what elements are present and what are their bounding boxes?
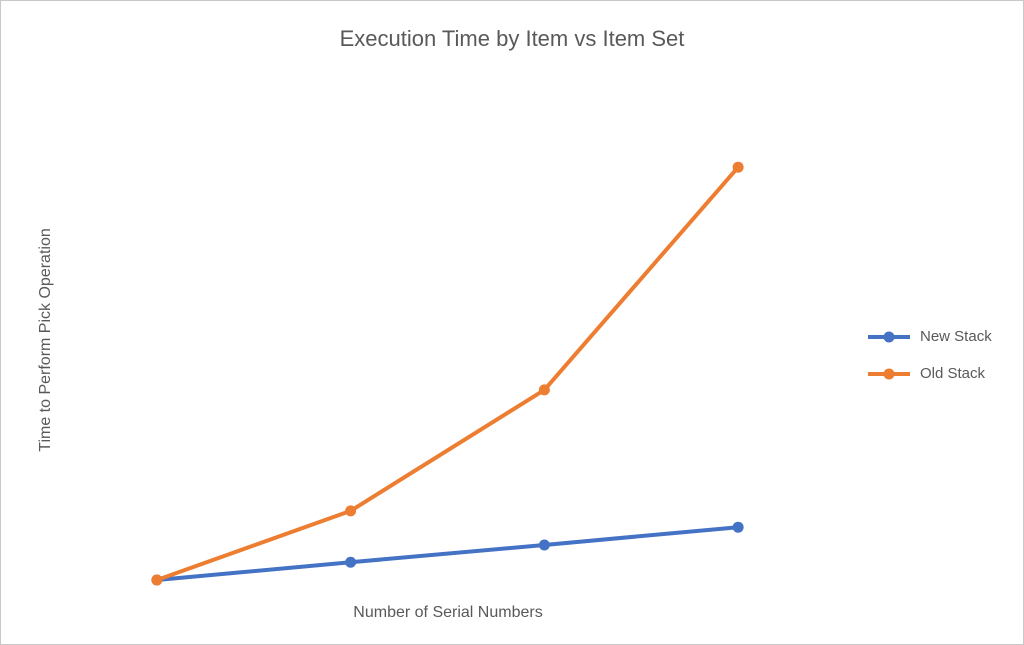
series-line	[156, 165, 740, 582]
legend-label: Old Stack	[920, 365, 986, 382]
chart-title: Execution Time by Item vs Item Set	[340, 26, 685, 51]
x-axis-label: Number of Serial Numbers	[353, 604, 542, 621]
legend-label: New Stack	[920, 328, 992, 345]
data-point	[732, 521, 744, 533]
series-line	[156, 525, 739, 582]
data-point	[538, 384, 550, 396]
data-point	[538, 539, 550, 551]
y-axis-label: Time to Perform Pick Operation	[37, 228, 54, 451]
data-point	[151, 574, 163, 586]
legend-marker	[883, 368, 895, 380]
data-point	[345, 556, 357, 568]
legend-marker	[883, 331, 895, 343]
data-point	[345, 505, 357, 517]
data-point	[732, 161, 744, 173]
